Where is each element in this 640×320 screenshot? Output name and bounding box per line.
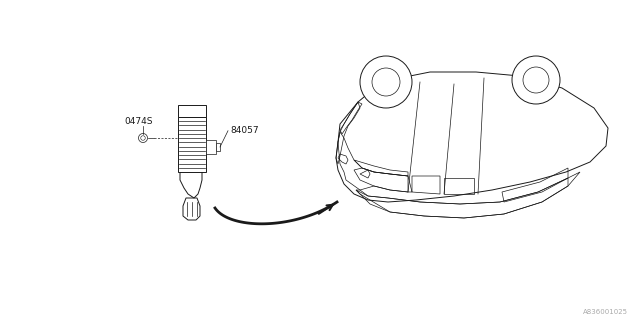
Circle shape — [372, 68, 400, 96]
Bar — [178, 117, 206, 172]
Circle shape — [141, 136, 145, 140]
Text: 84057: 84057 — [230, 126, 259, 135]
Bar — [178, 105, 206, 117]
Circle shape — [138, 133, 147, 142]
Text: A836001025: A836001025 — [583, 309, 628, 315]
Circle shape — [512, 56, 560, 104]
Bar — [216, 143, 220, 151]
Circle shape — [523, 67, 549, 93]
Text: 0474S: 0474S — [125, 116, 153, 125]
Bar — [206, 140, 216, 154]
Circle shape — [360, 56, 412, 108]
